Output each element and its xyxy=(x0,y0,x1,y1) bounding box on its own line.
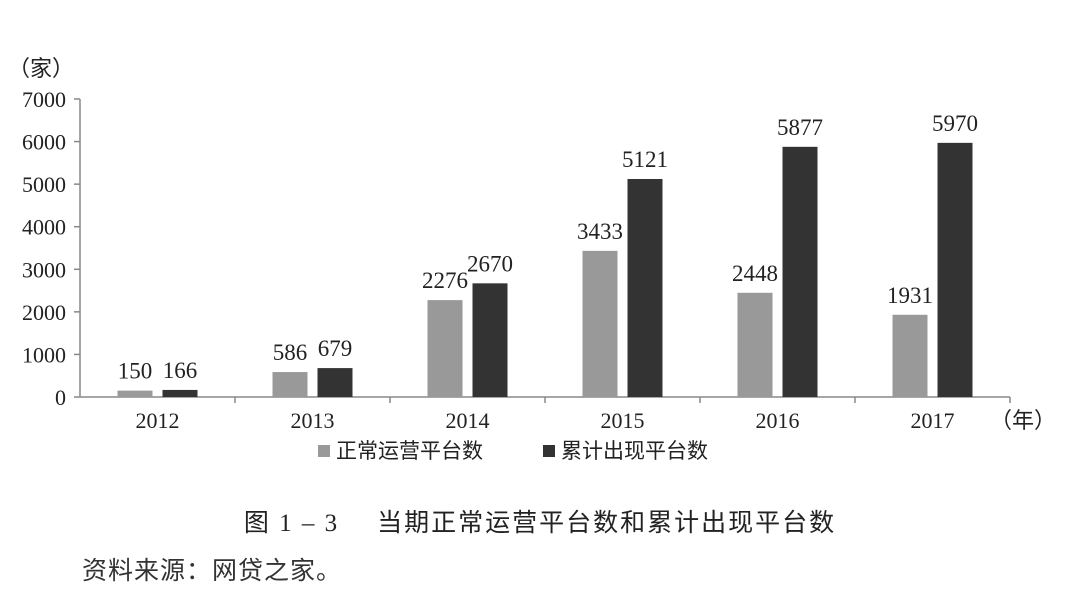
data-label: 2276 xyxy=(422,268,468,293)
y-tick-label: 2000 xyxy=(22,300,66,325)
legend-label: 正常运营平台数 xyxy=(336,439,483,463)
data-label: 2670 xyxy=(467,251,513,276)
y-tick-label: 6000 xyxy=(22,130,66,155)
y-tick-label: 5000 xyxy=(22,172,66,197)
y-tick-label: 7000 xyxy=(22,87,66,112)
legend-swatch xyxy=(318,445,330,457)
bar-operating xyxy=(582,250,618,397)
legend-swatch xyxy=(543,445,555,457)
data-label: 3433 xyxy=(577,219,623,244)
data-label: 166 xyxy=(163,358,198,383)
x-tick-label: 2012 xyxy=(136,408,180,433)
y-tick-label: 1000 xyxy=(22,342,66,367)
y-tick-label: 4000 xyxy=(22,215,66,240)
data-label: 5121 xyxy=(622,147,668,172)
caption-text: 当期正常运营平台数和累计出现平台数 xyxy=(377,508,837,537)
x-tick-label: 2015 xyxy=(601,408,645,433)
bar-cumulative xyxy=(162,389,198,397)
bar-cumulative xyxy=(472,283,508,397)
bar-cumulative xyxy=(317,368,353,397)
figure-caption: 图 1 – 3 当期正常运营平台数和累计出现平台数 xyxy=(0,503,1080,539)
data-label: 586 xyxy=(273,340,308,365)
data-label: 679 xyxy=(318,336,353,361)
bar-cumulative xyxy=(937,142,973,397)
data-label: 1931 xyxy=(887,283,933,308)
caption-number: 图 1 – 3 xyxy=(243,510,340,537)
data-label: 2448 xyxy=(732,261,778,286)
legend-label: 累计出现平台数 xyxy=(561,439,708,463)
y-unit-label: （家） xyxy=(8,56,74,81)
bar-operating xyxy=(892,314,928,397)
x-tick-label: 2016 xyxy=(756,408,800,433)
bar-operating xyxy=(117,390,153,397)
y-tick-label: 0 xyxy=(55,385,66,410)
bar-operating xyxy=(737,292,773,397)
bar-operating xyxy=(427,300,463,397)
data-label: 5970 xyxy=(932,111,978,136)
x-tick-label: 2017 xyxy=(911,408,955,433)
bar-cumulative xyxy=(782,146,818,397)
bar-operating xyxy=(272,372,308,397)
data-label: 5877 xyxy=(777,115,823,140)
bar-cumulative xyxy=(627,178,663,397)
x-tick-label: 2013 xyxy=(291,408,335,433)
bar-chart: 0 1000 2000 3000 4000 5000 6000 7000 （家） 2012 2013… xyxy=(8,56,1056,463)
x-unit-label: （年） xyxy=(990,408,1056,433)
y-tick-label: 3000 xyxy=(22,257,66,282)
data-label: 150 xyxy=(118,359,153,384)
source-note: 资料来源：网贷之家。 xyxy=(82,556,343,585)
x-tick-label: 2014 xyxy=(446,408,490,433)
